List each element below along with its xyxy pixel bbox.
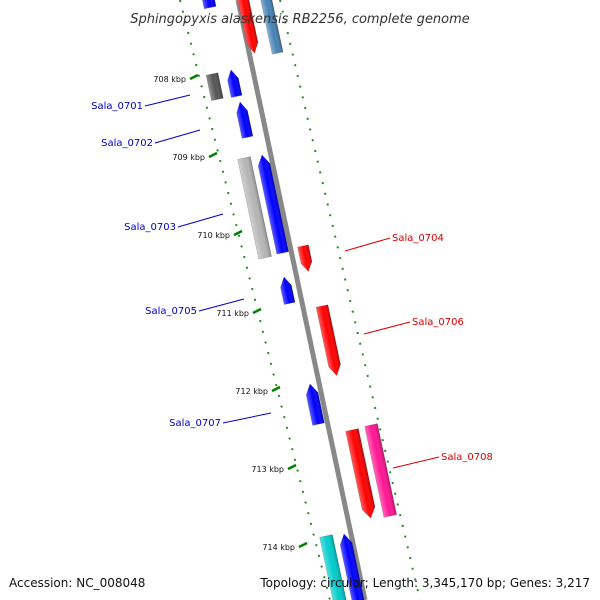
label-leader-line <box>154 129 201 144</box>
guide-lines <box>179 0 421 600</box>
gene-label-Sala_0701[interactable]: Sala_0701 <box>91 101 143 112</box>
gene-Sala_0707[interactable] <box>304 383 325 426</box>
gene-Sala_0707-shade <box>306 384 325 426</box>
feature-top-blue-a[interactable] <box>199 0 217 10</box>
tick-mark <box>252 307 262 315</box>
gene-Sala_0706[interactable] <box>315 304 342 377</box>
gene-Sala_0702-shade <box>236 102 253 139</box>
gene-Sala_0708[interactable] <box>345 428 377 520</box>
feature-top-blue-a-shade <box>200 0 217 9</box>
map-title: Sphingopyxis alaskensis RB2256, complete… <box>130 12 470 27</box>
tick-label: 713 kbp <box>251 465 284 474</box>
feature-bottom-blue-shade <box>340 534 368 600</box>
tick-label: 710 kbp <box>197 231 230 240</box>
accession-label: Accession: NC_008048 <box>9 576 145 590</box>
feature-bottom-cyan-shade <box>319 534 350 600</box>
tick-label: 709 kbp <box>172 153 205 162</box>
tick-label: 714 kbp <box>262 543 295 552</box>
gene-Sala_0703-shade <box>258 155 289 255</box>
gene-label-Sala_0702[interactable]: Sala_0702 <box>101 138 153 149</box>
tick-mark <box>189 73 199 81</box>
feature-bottom-cyan[interactable] <box>319 534 351 600</box>
inner-guide-line <box>279 0 421 600</box>
label-leader-line <box>222 412 272 424</box>
label-leader-line <box>198 298 245 312</box>
feature-gray-large[interactable] <box>237 156 272 260</box>
gene-label-Sala_0706[interactable]: Sala_0706 <box>412 317 464 328</box>
gene-Sala_0703[interactable] <box>256 154 289 255</box>
feature-pink-shade <box>364 423 397 518</box>
gene-label-Sala_0704[interactable]: Sala_0704 <box>392 233 444 244</box>
tick-mark <box>287 463 297 471</box>
tick-mark <box>208 151 218 159</box>
tick-label: 708 kbp <box>153 75 186 84</box>
label-leader-line <box>177 213 224 228</box>
gene-Sala_0701[interactable] <box>226 69 243 98</box>
label-leader-line <box>363 321 411 335</box>
genome-backbone <box>235 0 368 600</box>
tick-label: 712 kbp <box>235 387 268 396</box>
tick-mark <box>298 541 308 549</box>
gene-label-Sala_0707[interactable]: Sala_0707 <box>169 418 221 429</box>
feature-top-red-shade <box>231 0 258 54</box>
gene-label-Sala_0705[interactable]: Sala_0705 <box>145 306 197 317</box>
gene-Sala_0705[interactable] <box>279 276 296 305</box>
feature-pink[interactable] <box>364 423 397 518</box>
feature-top-steel-shade <box>254 0 283 55</box>
outer-guide-line <box>179 0 331 600</box>
feature-gray-small-shade <box>206 72 224 101</box>
tick-mark <box>233 229 243 237</box>
feature-gray-small[interactable] <box>205 72 224 102</box>
gene-Sala_0702[interactable] <box>235 101 254 139</box>
label-leader-line <box>344 237 391 252</box>
tick-mark <box>271 385 281 393</box>
label-leader-line <box>392 456 440 469</box>
gene-label-Sala_0703[interactable]: Sala_0703 <box>124 222 176 233</box>
gene-Sala_0704-shade <box>297 244 312 272</box>
feature-gray-large-shade <box>237 156 272 260</box>
gene-Sala_0701-shade <box>227 70 242 98</box>
tick-marks: 708 kbp 709 kbp 710 kbp 711 kbp 712 kbp 713 k… <box>153 73 308 552</box>
feature-top-steel[interactable] <box>254 0 284 55</box>
gene-Sala_0708-shade <box>345 428 375 519</box>
gene-features <box>199 0 397 600</box>
gene-Sala_0704[interactable] <box>297 244 314 273</box>
genome-summary: Topology: circular; Length: 3,345,170 bp… <box>259 576 590 590</box>
gene-label-Sala_0708[interactable]: Sala_0708 <box>441 452 493 463</box>
feature-bottom-blue[interactable] <box>338 533 369 600</box>
gene-Sala_0705-shade <box>280 277 295 305</box>
label-leader-line <box>144 94 191 107</box>
gene-labels: Sala_0701 Sala_0702 Sala_0703 Sala_0704 Sala… <box>91 94 493 469</box>
feature-top-red[interactable] <box>231 0 260 54</box>
gene-Sala_0706-shade <box>316 304 341 376</box>
tick-label: 711 kbp <box>216 309 249 318</box>
